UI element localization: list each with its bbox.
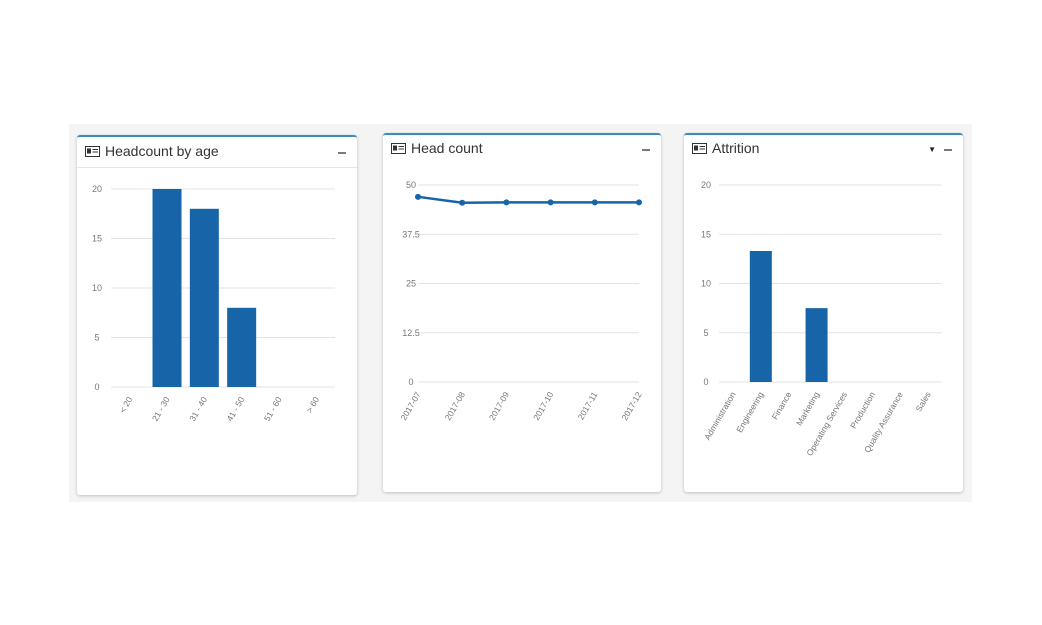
x-tick-label: 2017-07 bbox=[398, 390, 422, 422]
bar[interactable] bbox=[152, 189, 182, 387]
x-tick-label: Administration bbox=[702, 390, 738, 442]
x-tick-label: 2017-12 bbox=[619, 390, 643, 422]
collapse-icon[interactable] bbox=[338, 152, 346, 154]
y-tick-label: 15 bbox=[701, 229, 711, 239]
data-point[interactable] bbox=[591, 199, 598, 206]
dropdown-caret-icon[interactable]: ▼ bbox=[928, 145, 936, 154]
x-tick-label: 2017-09 bbox=[487, 390, 511, 422]
dashboard: Headcount by age 0 5 10 15 20 < 20 21 - 30 31 -… bbox=[69, 124, 972, 502]
y-tick-label: 5 bbox=[703, 328, 708, 338]
y-tick-label: 5 bbox=[94, 333, 99, 343]
x-tick-label: 2017-11 bbox=[576, 390, 600, 422]
bar[interactable] bbox=[189, 208, 219, 387]
y-tick-label: 20 bbox=[92, 184, 102, 194]
y-tick-label: 20 bbox=[701, 180, 711, 190]
x-tick-label: < 20 bbox=[117, 395, 134, 415]
data-point[interactable] bbox=[547, 199, 554, 206]
head-count-card: Head count 0 12.5 25 37.5 50 2017-07 2017-08 20… bbox=[383, 133, 661, 492]
x-tick-label: > 60 bbox=[304, 395, 321, 415]
series-line bbox=[417, 195, 639, 204]
y-tick-label: 12.5 bbox=[402, 328, 420, 338]
y-tick-label: 15 bbox=[92, 234, 102, 244]
x-tick-label: Production bbox=[848, 390, 877, 430]
x-tick-label: Engineering bbox=[734, 390, 765, 435]
x-tick-label: 41 - 50 bbox=[225, 395, 247, 423]
headcount-by-age-chart: 0 5 10 15 20 < 20 21 - 30 31 - 40 41 - 50 51 - 60… bbox=[92, 184, 335, 423]
x-tick-label: Sales bbox=[914, 390, 933, 413]
card-title: Headcount by age bbox=[105, 143, 219, 159]
card-header: Headcount by age bbox=[77, 137, 357, 168]
x-tick-label: 31 - 40 bbox=[187, 395, 209, 423]
bar[interactable] bbox=[749, 250, 772, 382]
id-card-icon bbox=[391, 143, 406, 154]
collapse-icon[interactable] bbox=[944, 149, 952, 151]
y-tick-label: 0 bbox=[703, 377, 708, 387]
x-tick-label: Marketing bbox=[794, 390, 821, 428]
headcount-by-age-card: Headcount by age 0 5 10 15 20 < 20 21 - 30 31 -… bbox=[77, 135, 357, 495]
card-header: Head count bbox=[383, 135, 661, 165]
x-tick-label: 51 - 60 bbox=[262, 395, 284, 423]
y-tick-label: 50 bbox=[406, 180, 416, 190]
x-tick-label: 2017-10 bbox=[531, 390, 555, 422]
card-title: Head count bbox=[411, 140, 483, 156]
attrition-card: Attrition ▼ 0 5 10 15 20 Administration Engine… bbox=[684, 133, 963, 492]
x-tick-label: 21 - 30 bbox=[150, 395, 172, 423]
bar[interactable] bbox=[805, 308, 828, 382]
data-point[interactable] bbox=[415, 193, 421, 200]
collapse-icon[interactable] bbox=[642, 149, 650, 151]
id-card-icon bbox=[85, 146, 100, 157]
data-point[interactable] bbox=[636, 199, 642, 206]
y-tick-label: 37.5 bbox=[402, 229, 420, 239]
y-tick-label: 0 bbox=[94, 382, 99, 392]
y-tick-label: 10 bbox=[92, 283, 102, 293]
y-tick-label: 10 bbox=[701, 279, 711, 289]
bar[interactable] bbox=[227, 307, 257, 387]
data-point[interactable] bbox=[503, 199, 510, 206]
id-card-icon bbox=[692, 143, 707, 154]
y-tick-label: 0 bbox=[408, 377, 413, 387]
card-header: Attrition ▼ bbox=[684, 135, 963, 165]
data-point[interactable] bbox=[459, 199, 466, 206]
y-tick-label: 25 bbox=[406, 279, 416, 289]
x-tick-label: 2017-08 bbox=[443, 390, 467, 422]
head-count-chart: 0 12.5 25 37.5 50 2017-07 2017-08 2017-09 2017-1… bbox=[398, 180, 643, 422]
x-tick-label: Finance bbox=[770, 390, 794, 421]
card-title: Attrition bbox=[712, 140, 760, 156]
